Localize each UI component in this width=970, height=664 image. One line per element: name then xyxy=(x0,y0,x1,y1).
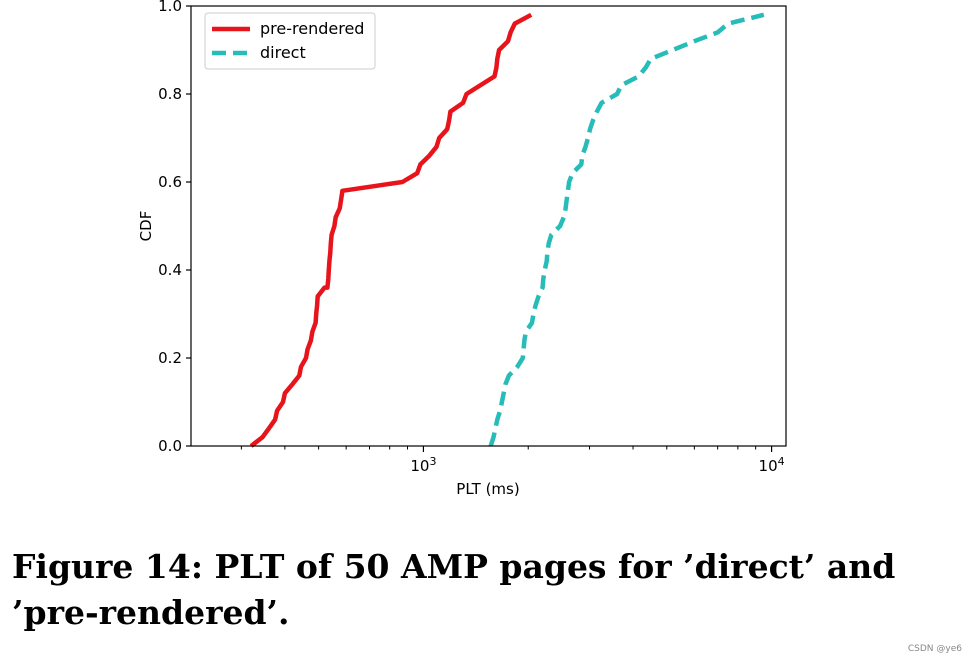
y-tick-label: 0.4 xyxy=(158,261,182,279)
y-tick-label: 0.8 xyxy=(158,85,182,103)
legend-label-pre-rendered: pre-rendered xyxy=(260,19,364,38)
x-tick-label: 103 xyxy=(410,455,436,475)
y-tick-label: 0.0 xyxy=(158,437,182,455)
axes-frame xyxy=(190,5,787,447)
watermark: CSDN @ye6 xyxy=(907,644,962,654)
cdf-chart: 0.0 0.2 0.4 0.6 0.8 1.0 103 104 pre-rendered dir… xyxy=(137,0,787,498)
x-tick-label: 104 xyxy=(759,455,785,475)
x-axis-label: PLT (ms) xyxy=(456,480,519,498)
figure-caption: Figure 14: PLT of 50 AMP pages for ’dire… xyxy=(12,547,896,632)
y-tick-label: 0.6 xyxy=(158,173,182,191)
y-tick-label: 1.0 xyxy=(158,0,182,15)
plot-area xyxy=(191,6,786,446)
series-line-pre-rendered xyxy=(249,12,533,448)
y-axis-label: CDF xyxy=(137,211,155,242)
y-tick-label: 0.2 xyxy=(158,349,182,367)
legend-label-direct: direct xyxy=(260,43,306,62)
series-line-direct xyxy=(488,12,765,447)
